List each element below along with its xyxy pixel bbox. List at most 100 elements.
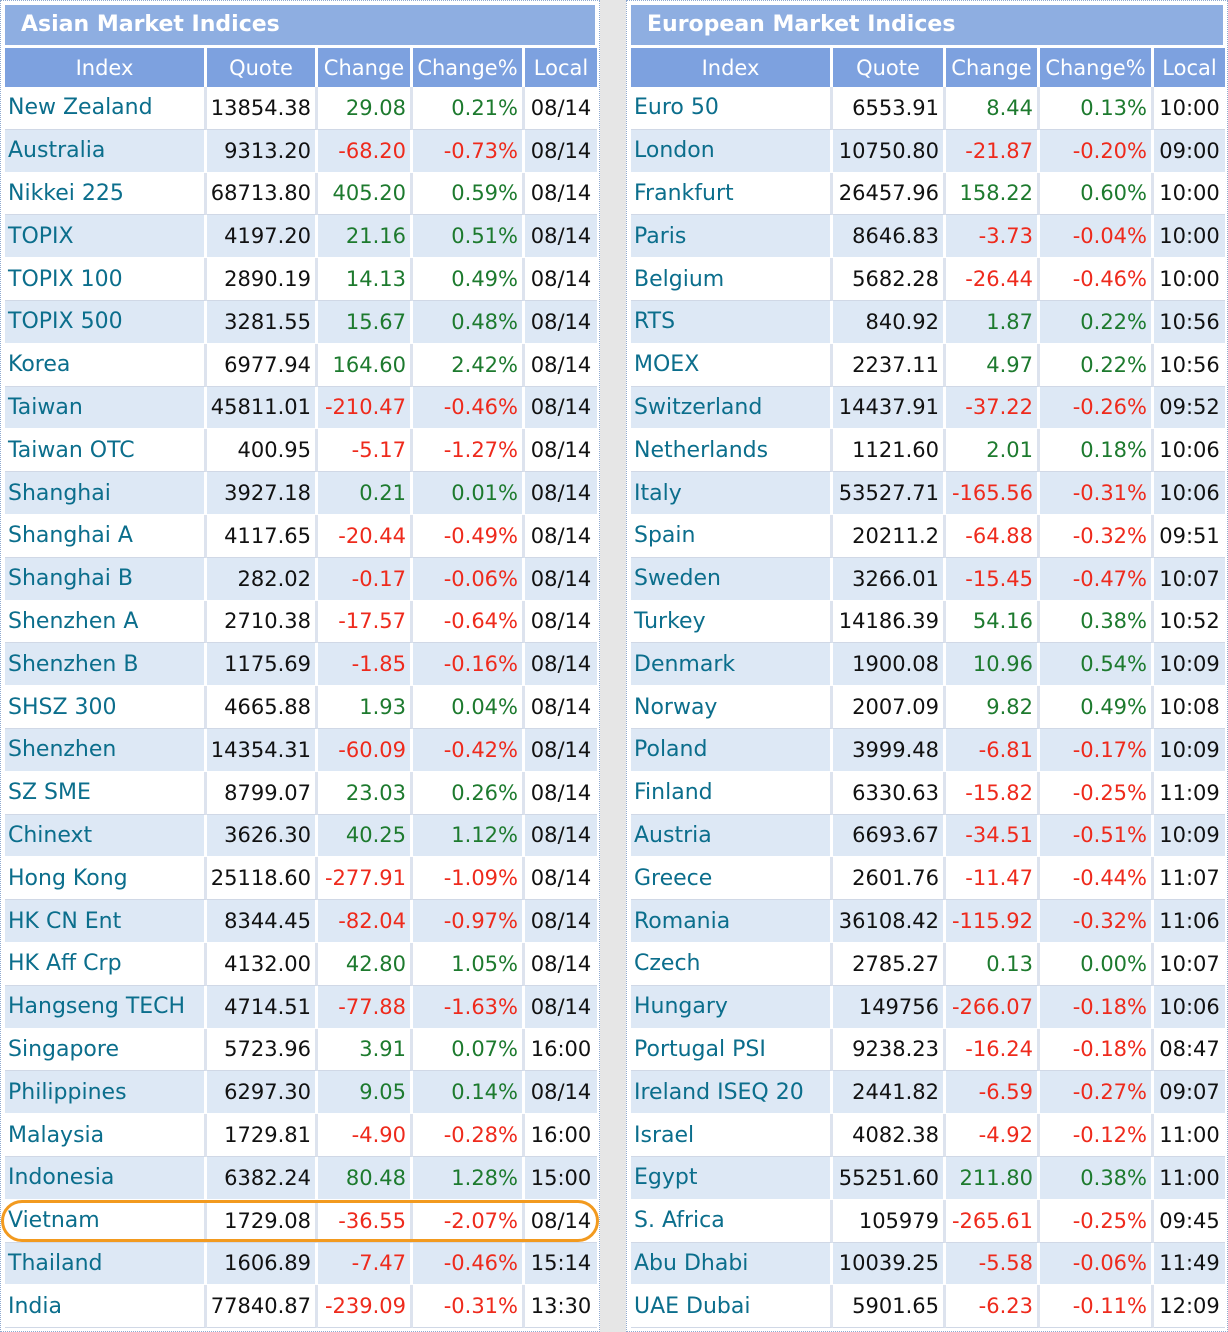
index-name-link[interactable]: TOPIX 500 <box>5 300 207 344</box>
index-name-link[interactable]: Shanghai B <box>5 557 207 601</box>
change-cell: -210.47 <box>318 386 413 430</box>
change-pct-cell: -0.31% <box>413 1285 525 1329</box>
change-cell: -15.45 <box>946 557 1040 601</box>
index-name-link[interactable]: Portugal PSI <box>631 1028 833 1072</box>
change-pct-cell: 0.49% <box>1040 686 1154 729</box>
column-header-change[interactable]: Change <box>946 45 1040 87</box>
index-name-link[interactable]: S. Africa <box>631 1199 833 1243</box>
index-name-link[interactable]: Italy <box>631 472 833 515</box>
index-name-link[interactable]: Austria <box>631 814 833 858</box>
table-row: MOEX 2237.11 4.97 0.22% 10:56 <box>631 343 1225 387</box>
quote-cell: 6553.91 <box>833 87 946 130</box>
change-cell: 9.05 <box>318 1071 413 1115</box>
column-header-index[interactable]: Index <box>5 45 207 87</box>
column-header-local[interactable]: Local <box>1154 45 1225 87</box>
change-pct-cell: -1.63% <box>413 985 525 1029</box>
quote-cell: 4665.88 <box>207 686 318 729</box>
index-name-link[interactable]: Nikkei 225 <box>5 172 207 216</box>
index-name-link[interactable]: Vietnam <box>5 1199 207 1243</box>
column-header-index[interactable]: Index <box>631 45 833 87</box>
index-name-link[interactable]: Singapore <box>5 1028 207 1072</box>
index-name-link[interactable]: TOPIX <box>5 215 207 259</box>
table-row: Spain 20211.2 -64.88 -0.32% 09:51 <box>631 514 1225 558</box>
index-name-link[interactable]: SZ SME <box>5 771 207 815</box>
column-header-change-pct[interactable]: Change% <box>1040 45 1154 87</box>
index-name-link[interactable]: Netherlands <box>631 429 833 473</box>
index-name-link[interactable]: Hangseng TECH <box>5 985 207 1029</box>
index-name-link[interactable]: MOEX <box>631 343 833 387</box>
index-name-link[interactable]: Frankfurt <box>631 172 833 216</box>
index-name-link[interactable]: Malaysia <box>5 1114 207 1157</box>
index-name-link[interactable]: Taiwan OTC <box>5 429 207 473</box>
change-cell: 14.13 <box>318 258 413 301</box>
table-row: Euro 50 6553.91 8.44 0.13% 10:00 <box>631 87 1225 130</box>
local-time-cell: 16:00 <box>525 1028 597 1072</box>
index-name-link[interactable]: Spain <box>631 514 833 558</box>
index-name-link[interactable]: Switzerland <box>631 386 833 430</box>
column-header-quote[interactable]: Quote <box>833 45 946 87</box>
index-name-link[interactable]: Czech <box>631 942 833 986</box>
index-name-link[interactable]: Taiwan <box>5 386 207 430</box>
index-name-link[interactable]: Indonesia <box>5 1156 207 1200</box>
index-name-link[interactable]: Israel <box>631 1114 833 1157</box>
index-name-link[interactable]: Turkey <box>631 600 833 644</box>
table-row: Portugal PSI 9238.23 -16.24 -0.18% 08:47 <box>631 1028 1225 1072</box>
index-name-link[interactable]: Paris <box>631 215 833 259</box>
index-name-link[interactable]: London <box>631 129 833 173</box>
index-name-link[interactable]: Ireland ISEQ 20 <box>631 1071 833 1115</box>
index-name-link[interactable]: New Zealand <box>5 87 207 130</box>
column-header-change[interactable]: Change <box>318 45 413 87</box>
index-name-link[interactable]: Hong Kong <box>5 857 207 901</box>
local-time-cell: 08/14 <box>525 771 597 815</box>
index-name-link[interactable]: Denmark <box>631 643 833 687</box>
index-name-link[interactable]: India <box>5 1285 207 1329</box>
change-pct-cell: 0.59% <box>413 172 525 216</box>
index-name-link[interactable]: HK Aff Crp <box>5 942 207 986</box>
index-name-link[interactable]: Belgium <box>631 258 833 301</box>
change-cell: -36.55 <box>318 1199 413 1243</box>
change-pct-cell: -0.44% <box>1040 857 1154 901</box>
change-cell: 42.80 <box>318 942 413 986</box>
change-pct-cell: -0.25% <box>1040 771 1154 815</box>
index-name-link[interactable]: Hungary <box>631 985 833 1029</box>
index-name-link[interactable]: Thailand <box>5 1242 207 1286</box>
change-cell: 158.22 <box>946 172 1040 216</box>
column-header-local[interactable]: Local <box>525 45 597 87</box>
change-pct-cell: 0.14% <box>413 1071 525 1115</box>
index-name-link[interactable]: Norway <box>631 686 833 729</box>
column-header-change-pct[interactable]: Change% <box>413 45 525 87</box>
change-cell: -5.58 <box>946 1242 1040 1286</box>
index-name-link[interactable]: TOPIX 100 <box>5 258 207 301</box>
index-name-link[interactable]: Euro 50 <box>631 87 833 130</box>
index-name-link[interactable]: UAE Dubai <box>631 1285 833 1329</box>
change-pct-cell: -0.06% <box>1040 1242 1154 1286</box>
quote-cell: 4197.20 <box>207 215 318 259</box>
index-name-link[interactable]: Philippines <box>5 1071 207 1115</box>
change-pct-cell: -0.27% <box>1040 1071 1154 1115</box>
index-name-link[interactable]: Abu Dhabi <box>631 1242 833 1286</box>
index-name-link[interactable]: Romania <box>631 900 833 943</box>
index-name-link[interactable]: Finland <box>631 771 833 815</box>
index-name-link[interactable]: Shenzhen <box>5 728 207 772</box>
change-pct-cell: -0.42% <box>413 728 525 772</box>
local-time-cell: 11:00 <box>1154 1156 1225 1200</box>
column-header-quote[interactable]: Quote <box>207 45 318 87</box>
index-name-link[interactable]: SHSZ 300 <box>5 686 207 729</box>
index-name-link[interactable]: Shanghai <box>5 472 207 515</box>
change-pct-cell: -0.32% <box>1040 514 1154 558</box>
index-name-link[interactable]: Poland <box>631 728 833 772</box>
index-name-link[interactable]: RTS <box>631 300 833 344</box>
index-name-link[interactable]: Egypt <box>631 1156 833 1200</box>
index-name-link[interactable]: Shenzhen A <box>5 600 207 644</box>
index-name-link[interactable]: Chinext <box>5 814 207 858</box>
table-row: HK Aff Crp 4132.00 42.80 1.05% 08/14 <box>5 942 597 986</box>
index-name-link[interactable]: Australia <box>5 129 207 173</box>
quote-cell: 2237.11 <box>833 343 946 387</box>
index-name-link[interactable]: Korea <box>5 343 207 387</box>
index-name-link[interactable]: Greece <box>631 857 833 901</box>
index-name-link[interactable]: Shenzhen B <box>5 643 207 687</box>
index-name-link[interactable]: HK CN Ent <box>5 900 207 943</box>
index-name-link[interactable]: Sweden <box>631 557 833 601</box>
change-cell: -239.09 <box>318 1285 413 1329</box>
index-name-link[interactable]: Shanghai A <box>5 514 207 558</box>
